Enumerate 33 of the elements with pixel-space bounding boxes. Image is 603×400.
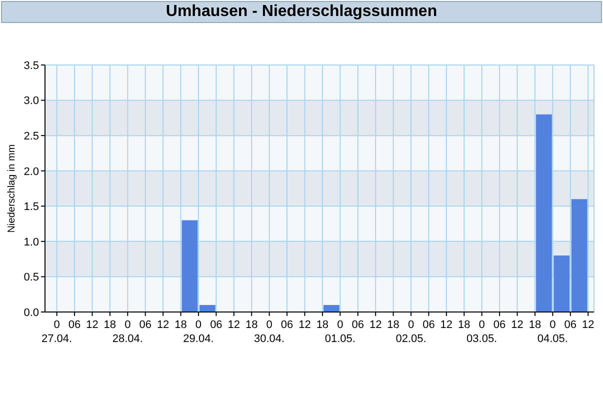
x-tick-label: 06 [139,319,152,331]
x-tick-label: 18 [387,319,400,331]
x-tick-label: 18 [528,319,542,331]
x-tick-label: 12 [511,319,524,331]
x-tick-label: 06 [68,319,81,331]
x-tick-label: 18 [104,319,116,331]
y-tick-label: 0.0 [24,306,39,319]
x-tick-label: 12 [298,319,311,331]
x-tick-label: 12 [369,319,382,331]
x-tick-label: 12 [440,319,453,331]
y-axis-title: Niederschlag in mm [6,144,18,233]
x-tick-label: 12 [228,319,240,331]
x-tick-label: 12 [156,319,170,331]
y-tick-label: 3.5 [24,60,39,72]
y-tick-label: 1.0 [24,236,39,248]
x-tick-label: 12 [582,319,594,331]
chart-title: Umhausen - Niederschlagssummen [1,1,602,23]
y-tick-label: 2.0 [24,166,39,178]
x-tick-label: 18 [245,319,258,331]
x-tick-label: 06 [422,319,435,331]
x-tick-label: 06 [280,319,294,331]
y-tick-label: 2.5 [24,130,39,142]
y-tick-label: 3.0 [24,95,39,108]
x-tick-label: 18 [458,319,470,331]
x-tick-label: 12 [86,319,98,331]
x-tick-label: 06 [493,319,506,331]
x-tick-label: 18 [174,319,187,331]
x-tick-label: 06 [210,319,222,331]
x-tick-label: 06 [352,319,364,331]
x-tick-label: 06 [564,319,577,331]
y-tick-label: 1.5 [24,201,39,214]
y-tick-label: 0.5 [24,272,39,284]
x-tick-label: 18 [316,319,329,331]
